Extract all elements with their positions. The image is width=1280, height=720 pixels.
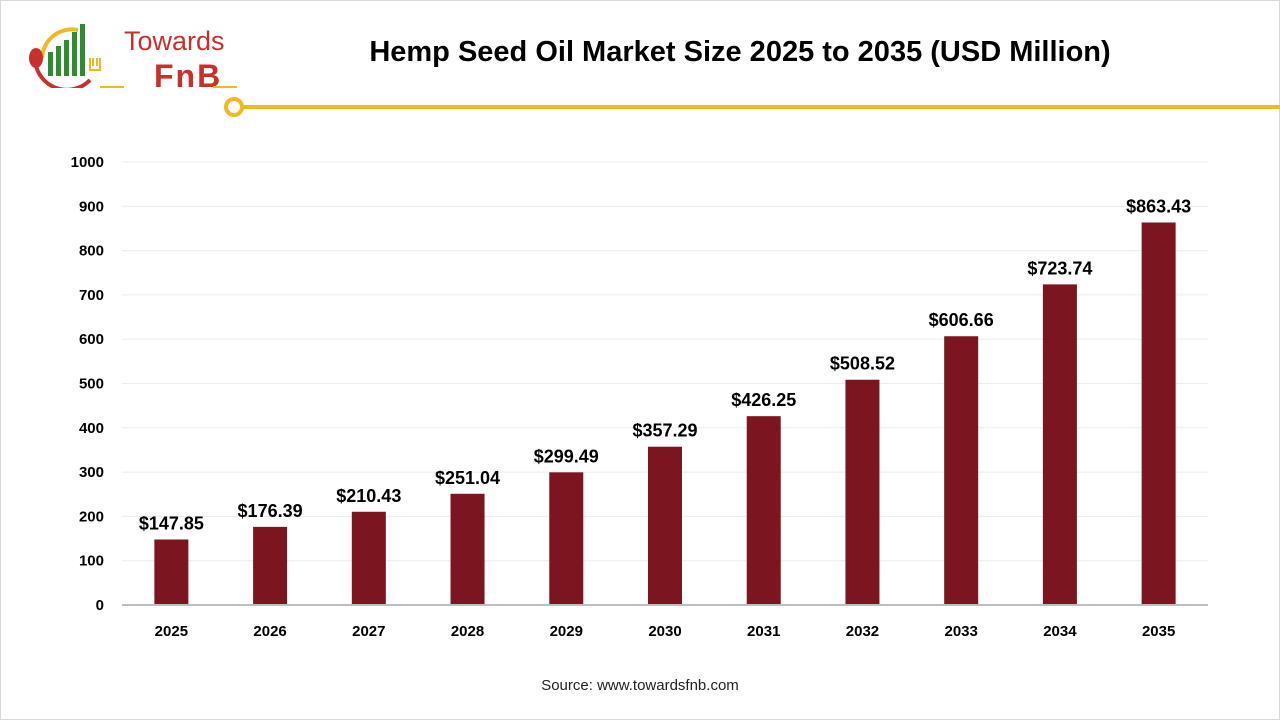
data-label: $863.43 bbox=[1126, 197, 1191, 217]
data-label: $426.25 bbox=[731, 390, 796, 410]
bar-2030 bbox=[648, 446, 682, 605]
x-tick-label: 2035 bbox=[1142, 623, 1175, 640]
x-tick-label: 2027 bbox=[352, 623, 385, 640]
logo-text-towards: Towards bbox=[124, 26, 225, 56]
y-tick-label: 500 bbox=[79, 376, 104, 393]
x-tick-label: 2028 bbox=[451, 623, 484, 640]
x-tick-label: 2032 bbox=[846, 623, 879, 640]
data-label: $299.49 bbox=[534, 446, 599, 466]
title-rule bbox=[242, 105, 1280, 109]
y-tick-label: 400 bbox=[79, 420, 104, 437]
x-tick-label: 2030 bbox=[648, 623, 681, 640]
towards-fnb-logo: Towards FnB bbox=[28, 18, 237, 94]
x-tick-label: 2026 bbox=[253, 623, 286, 640]
x-tick-label: 2031 bbox=[747, 623, 780, 640]
x-tick-label: 2034 bbox=[1043, 623, 1077, 640]
bar-2033 bbox=[944, 336, 979, 605]
y-tick-label: 0 bbox=[96, 597, 104, 614]
x-tick-label: 2025 bbox=[155, 623, 188, 640]
data-label: $606.66 bbox=[929, 310, 994, 330]
y-tick-label: 600 bbox=[79, 331, 104, 348]
y-tick-label: 800 bbox=[79, 243, 104, 260]
bar-2035 bbox=[1141, 222, 1176, 606]
y-tick-label: 100 bbox=[79, 553, 104, 570]
x-tick-label: 2033 bbox=[944, 623, 977, 640]
y-tick-label: 900 bbox=[79, 198, 104, 215]
data-label: $210.43 bbox=[336, 486, 401, 506]
data-label: $251.04 bbox=[435, 468, 500, 488]
bar-2031 bbox=[746, 416, 781, 605]
data-label: $723.74 bbox=[1027, 258, 1092, 278]
bar-2034 bbox=[1042, 284, 1077, 605]
logo-divider bbox=[100, 86, 124, 88]
bar-2026 bbox=[253, 526, 288, 605]
data-label: $176.39 bbox=[238, 501, 303, 521]
data-label: $508.52 bbox=[830, 354, 895, 374]
data-label: $357.29 bbox=[632, 421, 697, 441]
bar-2032 bbox=[845, 379, 880, 605]
bar-2025 bbox=[154, 539, 189, 605]
y-tick-label: 200 bbox=[79, 508, 104, 525]
y-tick-label: 700 bbox=[79, 287, 104, 304]
logo-icon bbox=[29, 24, 101, 92]
data-label: $147.85 bbox=[139, 514, 204, 534]
source-note: Source: www.towardsfnb.com bbox=[541, 677, 739, 694]
y-tick-label: 1000 bbox=[71, 154, 104, 171]
bar-2029 bbox=[549, 472, 584, 605]
chart-title: Hemp Seed Oil Market Size 2025 to 2035 (… bbox=[369, 36, 1111, 68]
logo-text-fnb: FnB bbox=[154, 58, 223, 94]
y-tick-label: 300 bbox=[79, 464, 104, 481]
logo-divider bbox=[213, 86, 237, 88]
x-tick-label: 2029 bbox=[550, 623, 583, 640]
bar-2027 bbox=[351, 511, 386, 605]
bar-2028 bbox=[450, 493, 485, 605]
